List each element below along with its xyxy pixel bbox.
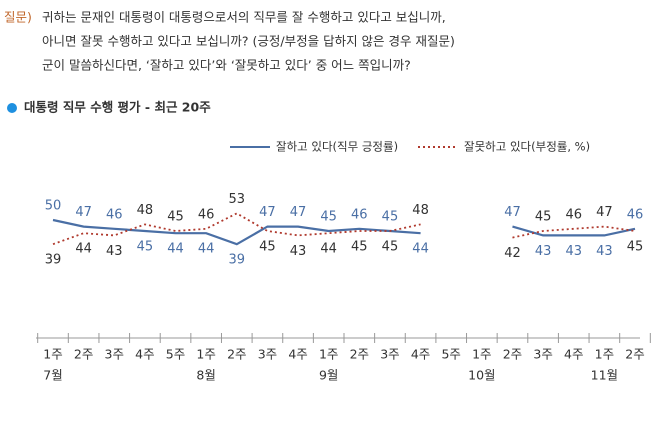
data-label: 46 (198, 207, 215, 222)
title-dot (7, 103, 17, 113)
data-label: 47 (504, 205, 521, 220)
x-tick-label: 3주 (105, 347, 124, 362)
data-label: 45 (382, 210, 399, 225)
data-label: 43 (290, 244, 307, 259)
question-line: 귀하는 문재인 대통령이 대통령으로서의 직무를 잘 수행하고 있다고 보십니까… (42, 10, 446, 25)
x-tick-label: 2주 (350, 347, 369, 362)
question-line: 군이 말씀하신다면, ‘잘하고 있다’와 ‘잘못하고 있다’ 중 어느 쪽입니까… (42, 58, 411, 73)
data-label: 43 (106, 244, 123, 259)
x-tick-label: 4주 (411, 347, 430, 362)
month-label: 8월 (196, 368, 215, 383)
data-label: 44 (167, 242, 184, 257)
x-tick-label: 1주 (43, 347, 62, 362)
x-tick-label: 2주 (503, 347, 522, 362)
x-tick-label: 1주 (472, 347, 491, 362)
question-line: 아니면 잘못 수행하고 있다고 보십니까? (긍정/부정을 답하지 않은 경우 … (42, 34, 455, 49)
x-tick-label: 2주 (625, 347, 644, 362)
x-tick-label: 1주 (319, 347, 338, 362)
x-tick-label: 3주 (533, 347, 552, 362)
data-label: 39 (45, 253, 62, 268)
x-tick-label: 4주 (564, 347, 583, 362)
question-label: 질문) (4, 10, 32, 25)
data-label: 45 (320, 210, 337, 225)
x-tick-label: 3주 (258, 347, 277, 362)
data-label: 44 (75, 242, 92, 257)
x-tick-label: 2주 (227, 347, 246, 362)
data-label: 43 (565, 244, 582, 259)
data-label: 39 (229, 253, 246, 268)
data-label: 45 (535, 210, 552, 225)
data-label: 45 (167, 210, 184, 225)
data-label: 44 (412, 242, 429, 257)
data-label: 48 (412, 203, 429, 218)
data-label: 45 (382, 240, 399, 255)
month-label: 11월 (591, 368, 618, 383)
chart-title: 대통령 직무 수행 평가 - 최근 20주 (24, 100, 211, 115)
data-label: 44 (320, 242, 337, 257)
x-tick-label: 5주 (166, 347, 185, 362)
data-label: 48 (137, 203, 154, 218)
x-tick-label: 4주 (288, 347, 307, 362)
data-label: 47 (75, 205, 92, 220)
month-label: 7월 (43, 368, 62, 383)
series-line (52, 212, 636, 246)
x-tick-label: 3주 (380, 347, 399, 362)
x-tick-label: 1주 (196, 347, 215, 362)
data-label: 42 (504, 246, 521, 261)
month-label: 9월 (319, 368, 338, 383)
data-label: 47 (290, 205, 307, 220)
x-tick-label: 5주 (441, 347, 460, 362)
data-label: 46 (565, 207, 582, 222)
data-label: 43 (535, 244, 552, 259)
data-label: 46 (351, 207, 368, 222)
data-label: 47 (596, 205, 613, 220)
legend-label: 잘하고 있다(직무 긍정률) (276, 140, 398, 154)
data-label: 45 (627, 240, 644, 255)
data-label: 43 (596, 244, 613, 259)
data-label: 44 (198, 242, 215, 257)
legend-label: 잘못하고 있다(부정률, %) (464, 140, 590, 154)
x-tick-label: 2주 (74, 347, 93, 362)
x-tick-label: 4주 (135, 347, 154, 362)
data-label: 50 (45, 199, 62, 214)
data-label: 46 (106, 207, 123, 222)
data-label: 47 (259, 205, 276, 220)
data-label: 45 (259, 240, 276, 255)
x-tick-label: 1주 (595, 347, 614, 362)
data-label: 45 (137, 240, 154, 255)
data-label: 46 (627, 207, 644, 222)
month-label: 10월 (468, 368, 495, 383)
data-label: 45 (351, 240, 368, 255)
data-label: 53 (229, 192, 246, 207)
